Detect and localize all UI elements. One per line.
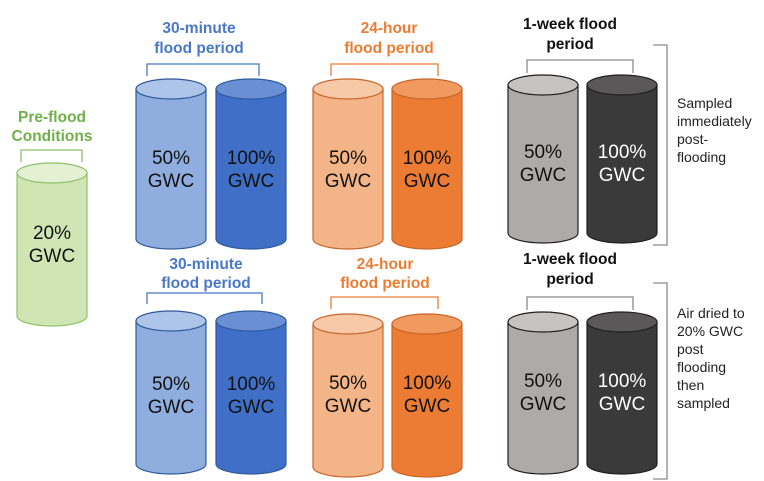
group-label-line2: period	[546, 271, 593, 288]
cylinder-unit: GWC	[228, 171, 274, 192]
cylinder-pct: 100%	[403, 148, 452, 169]
cylinder-pct: 100%	[227, 148, 276, 169]
cylinder-pct: 50%	[329, 148, 367, 169]
note-line: post	[677, 341, 704, 357]
group-bracket	[330, 296, 439, 309]
cylinder-unit: GWC	[148, 171, 194, 192]
group-30-minute: 30-minute flood period 50% GWC 100% GWC	[135, 20, 287, 250]
cylinder-pct: 100%	[227, 374, 276, 395]
group-bracket	[146, 63, 260, 76]
group-label-line2: flood period	[154, 40, 244, 57]
cylinder-unit: GWC	[228, 397, 274, 418]
group-label-line1: 1-week flood	[523, 16, 617, 33]
cylinder-100-gwc: 100% GWC	[586, 311, 658, 475]
note-line: flooding	[677, 149, 726, 165]
note-bracket	[653, 44, 668, 246]
cylinder-100-gwc: 100% GWC	[391, 313, 463, 478]
cylinder-pct: 100%	[598, 371, 647, 392]
note-bracket	[653, 282, 668, 480]
cylinder-pct: 50%	[152, 148, 190, 169]
preflood-label-line1: Pre-flood	[18, 109, 86, 126]
cylinder-50-gwc: 50% GWC	[507, 311, 579, 475]
cylinder-unit: GWC	[325, 171, 371, 192]
cylinder-50-gwc: 50% GWC	[312, 78, 384, 250]
note-line: 20% GWC	[677, 323, 743, 339]
row-immediate: 30-minute flood period 50% GWC 100% GWC …	[135, 16, 752, 250]
cylinder-unit: GWC	[29, 246, 75, 267]
group-label-line1: 24-hour	[357, 256, 414, 273]
cylinder-unit: GWC	[520, 394, 566, 415]
cylinder-pct: 50%	[329, 373, 367, 394]
cylinder-100-gwc: 100% GWC	[215, 310, 287, 475]
cylinder-unit: GWC	[148, 397, 194, 418]
row-note: Air dried to 20% GWC post flooding then …	[677, 305, 745, 411]
cylinder-50-gwc: 50% GWC	[135, 78, 207, 250]
cylinder-pct: 50%	[152, 374, 190, 395]
group-label-line2: period	[546, 36, 593, 53]
group-label-line2: flood period	[344, 40, 434, 57]
group-label-line1: 24-hour	[361, 20, 418, 37]
group-label-line1: 30-minute	[162, 20, 236, 37]
preflood-cylinder: 20% GWC	[16, 162, 88, 327]
group-label-line2: flood period	[340, 275, 430, 292]
group-bracket	[526, 59, 634, 73]
cylinder-50-gwc: 50% GWC	[135, 310, 207, 475]
cylinder-unit: GWC	[599, 165, 645, 186]
group-label-line2: flood period	[161, 275, 251, 292]
note-line: flooding	[677, 359, 726, 375]
group-1-week: 1-week flood period 50% GWC 100% GWC	[507, 16, 658, 244]
preflood-label-line2: Conditions	[12, 128, 93, 145]
cylinder-unit: GWC	[325, 396, 371, 417]
cylinder-unit: GWC	[520, 165, 566, 186]
row-air-dried: 30-minute flood period 50% GWC 100% GWC …	[135, 251, 745, 480]
preflood-group: Pre-flood Conditions 20% GWC	[12, 109, 93, 327]
group-label-line1: 1-week flood	[523, 251, 617, 268]
group-bracket	[526, 296, 634, 310]
cylinder-100-gwc: 100% GWC	[391, 78, 463, 250]
cylinder-100-gwc: 100% GWC	[215, 78, 287, 250]
cylinder-unit: GWC	[599, 394, 645, 415]
note-line: post-	[677, 131, 708, 147]
group-24-hour: 24-hour flood period 50% GWC 100% GWC	[312, 20, 463, 250]
group-30-minute: 30-minute flood period 50% GWC 100% GWC	[135, 256, 287, 475]
row-note: Sampled immediately post- flooding	[677, 95, 752, 165]
note-line: then	[677, 377, 704, 393]
note-line: immediately	[677, 113, 752, 129]
group-label-line1: 30-minute	[169, 256, 243, 273]
group-1-week: 1-week flood period 50% GWC 100% GWC	[507, 251, 658, 475]
note-line: Air dried to	[677, 305, 745, 321]
note-line: Sampled	[677, 95, 732, 111]
note-line: sampled	[677, 395, 730, 411]
cylinder-unit: GWC	[404, 171, 450, 192]
cylinder-pct: 50%	[524, 142, 562, 163]
cylinder-pct: 100%	[403, 373, 452, 394]
cylinder-pct: 100%	[598, 142, 647, 163]
group-bracket	[146, 292, 263, 304]
cylinder-50-gwc: 50% GWC	[507, 74, 579, 244]
cylinder-50-gwc: 50% GWC	[312, 313, 384, 478]
group-24-hour: 24-hour flood period 50% GWC 100% GWC	[312, 256, 463, 478]
cylinder-pct: 20%	[33, 223, 71, 244]
preflood-bracket	[20, 149, 83, 162]
cylinder-pct: 50%	[524, 371, 562, 392]
cylinder-100-gwc: 100% GWC	[586, 74, 658, 244]
cylinder-unit: GWC	[404, 396, 450, 417]
group-bracket	[330, 63, 439, 76]
